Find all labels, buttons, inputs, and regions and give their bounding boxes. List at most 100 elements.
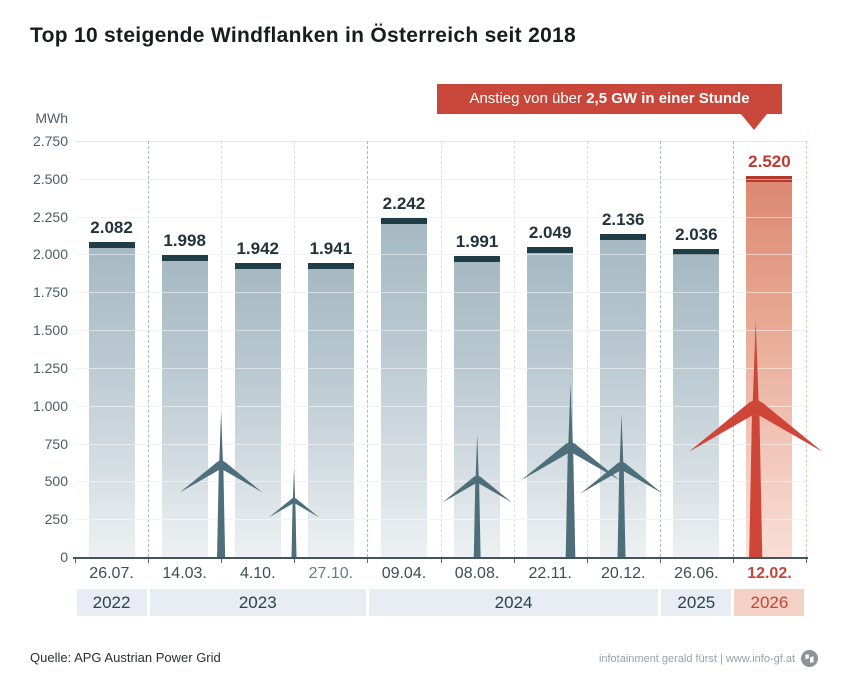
date-label-4.10.: 4.10. xyxy=(239,565,276,582)
year-band-2026: 2026 xyxy=(734,589,805,616)
credit-block: infotainment gerald fürst | www.info-gf.… xyxy=(599,650,818,667)
bar-value-label: 1.941 xyxy=(309,239,353,259)
bar-cap xyxy=(234,263,281,270)
axis-tick xyxy=(513,559,515,563)
gridline-overlay xyxy=(75,443,806,445)
date-label-12.02.: 12.02. xyxy=(747,565,792,582)
wind-turbine-icon xyxy=(442,434,512,557)
bar-body xyxy=(527,253,574,557)
bar-cap xyxy=(454,255,501,262)
y-axis-tick-label: 2.000 xyxy=(32,246,68,263)
gridline-overlay xyxy=(75,330,806,332)
wind-turbine-icon xyxy=(268,467,320,557)
bar-value-label: 2.049 xyxy=(528,223,572,243)
wind-turbine-icon xyxy=(179,411,263,557)
gridline-overlay xyxy=(75,216,806,218)
bar-value-label: 2.082 xyxy=(90,218,133,238)
bar-cap xyxy=(527,247,574,254)
gridline-overlay xyxy=(75,254,806,256)
axis-tick xyxy=(75,559,76,563)
bar-26.07. xyxy=(88,242,135,557)
x-axis-baseline xyxy=(73,557,808,559)
infotainment-logo-icon xyxy=(801,650,818,667)
page-title: Top 10 steigende Windflanken in Österrei… xyxy=(30,24,577,47)
y-axis-tick-label: 1.000 xyxy=(32,397,68,414)
date-label-26.07.: 26.07. xyxy=(89,565,134,582)
axis-tick xyxy=(732,559,734,563)
bar-value-label: 2.136 xyxy=(601,209,645,229)
year-separator-line xyxy=(294,141,296,557)
bar-cap xyxy=(673,249,720,255)
axis-tick xyxy=(367,559,369,563)
bar-27.10. xyxy=(307,263,354,557)
gridline-overlay xyxy=(75,292,806,294)
bar-cap xyxy=(600,233,647,240)
year-separator-line xyxy=(659,141,661,557)
bar-value-label: 2.036 xyxy=(675,225,718,244)
year-separator-line xyxy=(148,141,150,557)
bar-cap xyxy=(380,217,427,224)
bar-value-label: 2.520 xyxy=(748,151,791,171)
date-label-22.11.: 22.11. xyxy=(528,565,572,582)
year-separator-line xyxy=(732,141,734,557)
bar-body xyxy=(307,269,354,557)
bar-value-label: 1.942 xyxy=(236,239,280,259)
gridline-overlay xyxy=(75,481,806,483)
bar-body xyxy=(380,223,427,557)
date-label-27.10.: 27.10. xyxy=(308,565,354,582)
gridline-overlay xyxy=(75,405,806,407)
year-separator-line xyxy=(440,141,442,557)
bar-22.11. xyxy=(527,247,574,557)
year-separator-line xyxy=(586,141,588,557)
y-axis-tick-label: 250 xyxy=(44,511,68,528)
callout-banner: Anstieg von über 2,5 GW in einer Stunde xyxy=(437,84,782,114)
y-axis-tick-label: 750 xyxy=(44,435,68,452)
date-label-14.03.: 14.03. xyxy=(162,565,207,582)
year-band-2022: 2022 xyxy=(76,589,147,616)
wind-turbine-icon xyxy=(689,320,823,557)
bar-09.04. xyxy=(380,217,427,557)
year-band-2024: 2024 xyxy=(368,589,659,616)
callout-text: Anstieg von über xyxy=(469,90,583,107)
bar-value-label: 1.998 xyxy=(163,230,206,250)
bar-body xyxy=(234,269,281,557)
credit-text: infotainment gerald fürst | www.info-gf.… xyxy=(598,652,795,665)
callout-arrow-icon xyxy=(741,114,767,130)
y-axis-tick-label: 1.500 xyxy=(32,322,68,339)
axis-tick xyxy=(659,559,661,563)
bar-body xyxy=(161,260,208,557)
axis-tick xyxy=(221,559,223,563)
date-label-09.04.: 09.04. xyxy=(381,565,427,582)
date-label-08.08.: 08.08. xyxy=(454,565,500,582)
year-separator-line xyxy=(221,141,223,557)
bar-cap xyxy=(88,242,135,249)
axis-tick xyxy=(586,559,588,563)
bar-value-label: 2.242 xyxy=(382,193,426,213)
bar-14.03. xyxy=(161,254,208,557)
bar-value-label: 1.991 xyxy=(455,231,499,251)
gridline-overlay xyxy=(75,367,806,369)
year-band-2025: 2025 xyxy=(661,589,732,616)
wind-turbine-icon xyxy=(580,413,662,557)
year-band-2023: 2023 xyxy=(149,589,366,616)
callout-text-bold: 2,5 GW in einer Stunde xyxy=(586,90,750,107)
y-axis-tick-label: 2.500 xyxy=(32,170,68,187)
y-axis-tick-label: 1.250 xyxy=(32,359,68,376)
bar-body xyxy=(88,248,135,557)
plot-right-edge-line xyxy=(806,141,807,557)
year-separator-line xyxy=(367,141,369,557)
gridline-overlay xyxy=(75,519,806,521)
axis-tick xyxy=(440,559,442,563)
y-axis-tick-label: 500 xyxy=(44,473,68,490)
axis-tick xyxy=(294,559,296,563)
bar-4.10. xyxy=(234,263,281,557)
y-axis-unit-label: MWh xyxy=(35,110,68,126)
axis-tick xyxy=(806,559,807,563)
year-separator-line xyxy=(513,141,515,557)
date-label-26.06.: 26.06. xyxy=(674,565,719,582)
y-axis-tick-label: 2.750 xyxy=(32,133,68,149)
y-axis-tick-label: 0 xyxy=(60,549,68,565)
wind-turbine-icon xyxy=(521,383,619,557)
date-label-20.12.: 20.12. xyxy=(600,565,646,582)
